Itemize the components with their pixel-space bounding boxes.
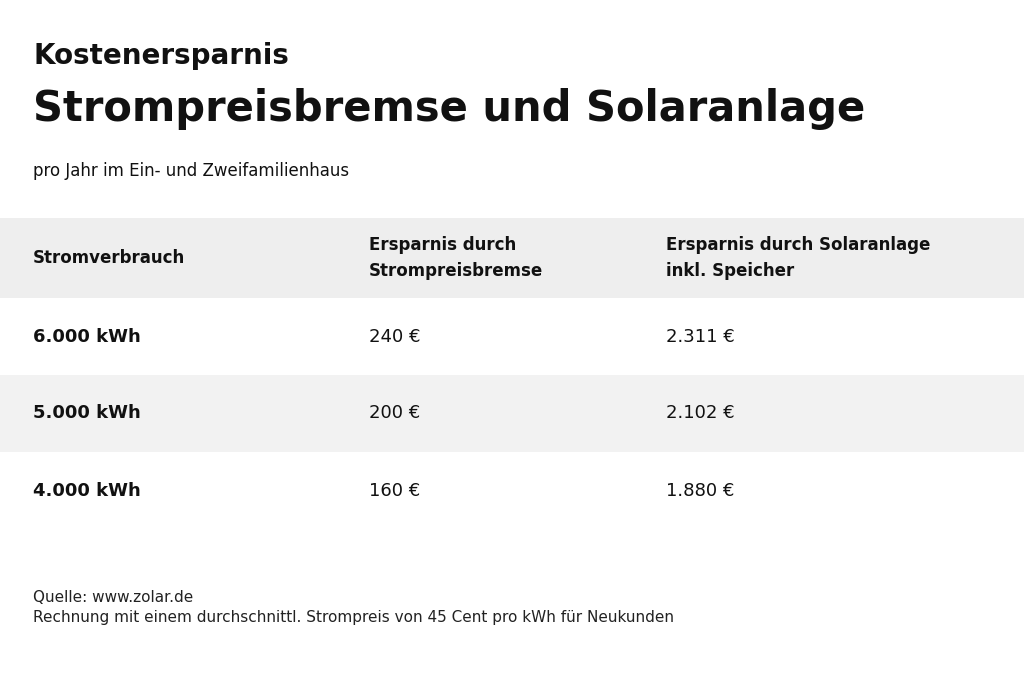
- Text: Rechnung mit einem durchschnittl. Strompreis von 45 Cent pro kWh für Neukunden: Rechnung mit einem durchschnittl. Stromp…: [33, 610, 674, 625]
- Bar: [0, 218, 1024, 298]
- Text: Kostenersparnis: Kostenersparnis: [33, 42, 289, 70]
- Text: Quelle: www.zolar.de: Quelle: www.zolar.de: [33, 590, 194, 605]
- Text: 6.000 kWh: 6.000 kWh: [33, 327, 140, 346]
- Text: 2.102 €: 2.102 €: [666, 404, 734, 423]
- Text: 160 €: 160 €: [369, 481, 420, 499]
- Text: 4.000 kWh: 4.000 kWh: [33, 481, 140, 499]
- Text: Ersparnis durch
Strompreisbremse: Ersparnis durch Strompreisbremse: [369, 237, 543, 280]
- Text: Stromverbrauch: Stromverbrauch: [33, 249, 185, 267]
- Text: 200 €: 200 €: [369, 404, 420, 423]
- Bar: [0, 452, 1024, 529]
- Text: 240 €: 240 €: [369, 327, 420, 346]
- Bar: [0, 375, 1024, 452]
- Text: 5.000 kWh: 5.000 kWh: [33, 404, 140, 423]
- Text: 1.880 €: 1.880 €: [666, 481, 734, 499]
- Text: 2.311 €: 2.311 €: [666, 327, 734, 346]
- Text: Ersparnis durch Solaranlage
inkl. Speicher: Ersparnis durch Solaranlage inkl. Speich…: [666, 237, 930, 280]
- Bar: [0, 298, 1024, 375]
- Text: Strompreisbremse und Solaranlage: Strompreisbremse und Solaranlage: [33, 88, 865, 130]
- Text: pro Jahr im Ein- und Zweifamilienhaus: pro Jahr im Ein- und Zweifamilienhaus: [33, 162, 349, 180]
